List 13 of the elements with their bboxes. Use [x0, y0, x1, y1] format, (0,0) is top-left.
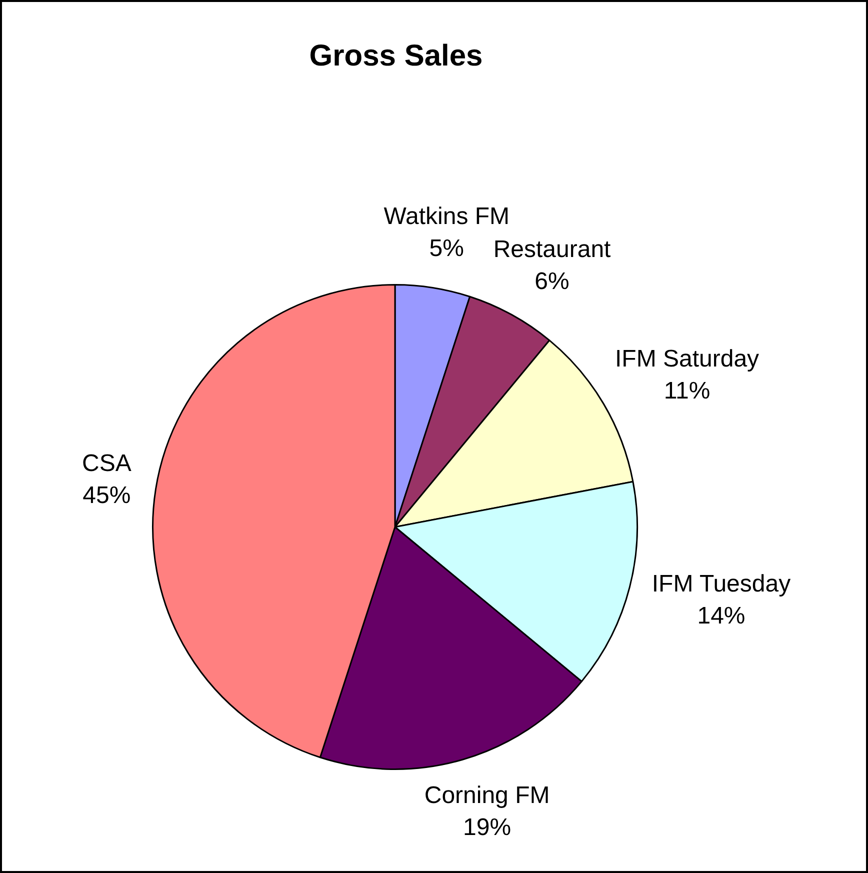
slice-label: Watkins FM — [384, 203, 510, 230]
data-label: 11% — [664, 377, 710, 404]
data-label: 14% — [697, 602, 746, 630]
data-label: 45% — [82, 482, 131, 510]
slice-label: CSA — [82, 450, 132, 478]
chart-title: Gross Sales — [309, 39, 483, 72]
slice-label: IFM Saturday — [615, 345, 760, 372]
data-label: 5% — [429, 235, 464, 262]
data-label: 6% — [534, 268, 570, 296]
slice-label: IFM Tuesday — [652, 570, 791, 598]
data-label: 19% — [463, 814, 512, 842]
slice-label: Corning FM — [424, 782, 550, 810]
slice-label: Restaurant — [493, 236, 612, 264]
